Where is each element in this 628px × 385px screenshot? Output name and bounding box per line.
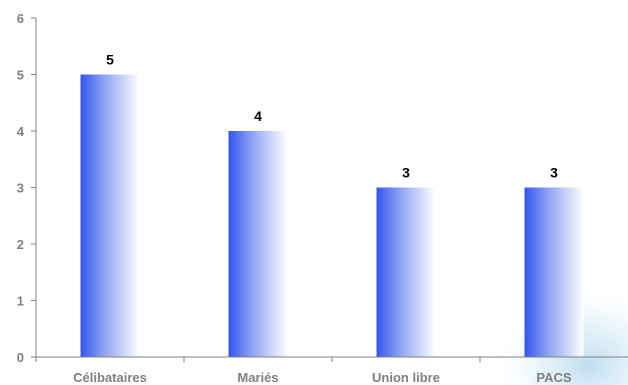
y-tick-label: 3: [17, 181, 24, 196]
data-label-0: 5: [106, 52, 114, 68]
bar-3: [524, 187, 584, 357]
data-label-1: 4: [254, 108, 262, 124]
category-label-2: Union libre: [372, 370, 440, 385]
category-label-3: PACS: [536, 370, 571, 385]
y-tick-label: 4: [17, 124, 25, 139]
category-label-0: Célibataires: [73, 370, 147, 385]
category-labels-group: Célibataires Mariés Union libre PACS: [73, 370, 572, 385]
data-labels-group: 5 4 3 3: [106, 52, 558, 181]
y-tick-label: 0: [17, 350, 24, 365]
bars-group: [80, 74, 584, 357]
bar-2: [376, 187, 436, 357]
y-tick-label: 2: [17, 237, 24, 252]
category-label-1: Mariés: [237, 370, 278, 385]
y-tick-label: 5: [17, 68, 24, 83]
x-axis-ticks: [35, 357, 481, 362]
y-tick-label: 6: [17, 11, 24, 26]
y-tick-label: 1: [17, 294, 24, 309]
data-label-3: 3: [550, 165, 558, 181]
data-label-2: 3: [402, 165, 410, 181]
bar-0: [80, 74, 140, 357]
bar-1: [228, 131, 288, 357]
y-axis-ticks: 0 1 2 3 4 5 6: [17, 11, 36, 365]
